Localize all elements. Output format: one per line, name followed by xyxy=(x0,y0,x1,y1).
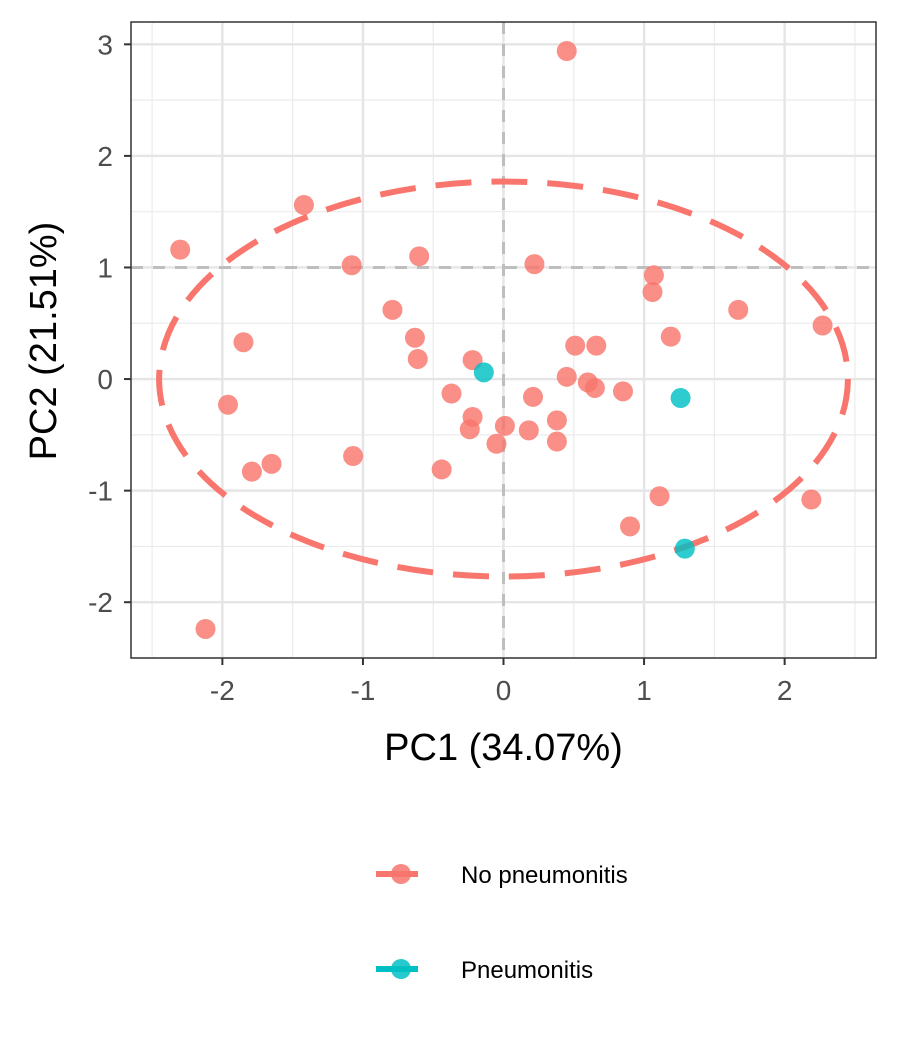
data-point-no-pneumonitis xyxy=(620,516,641,537)
y-tick-label: 0 xyxy=(97,364,113,395)
data-point-no-pneumonitis xyxy=(612,381,633,402)
y-axis-label: PC2 (21.51%) xyxy=(23,222,65,461)
data-point-no-pneumonitis xyxy=(343,446,364,467)
data-point-no-pneumonitis xyxy=(642,282,663,303)
data-point-no-pneumonitis xyxy=(431,459,452,480)
data-point-no-pneumonitis xyxy=(546,431,567,452)
data-point-no-pneumonitis xyxy=(812,315,833,336)
data-point-no-pneumonitis xyxy=(494,415,515,436)
y-tick-label: -2 xyxy=(88,587,113,618)
legend-label-pneumonitis: Pneumonitis xyxy=(461,957,593,984)
data-point-no-pneumonitis xyxy=(649,486,670,507)
data-point-no-pneumonitis xyxy=(341,255,362,276)
legend-key-dot-no-pneumonitis xyxy=(391,864,411,884)
x-tick-label: 2 xyxy=(777,675,793,706)
legend-item-pneumonitis: Pneumonitis xyxy=(376,957,593,984)
x-tick-label: 1 xyxy=(636,675,652,706)
data-point-no-pneumonitis xyxy=(660,326,681,347)
data-point-pneumonitis xyxy=(670,388,691,409)
reference-lines xyxy=(131,22,876,658)
data-point-no-pneumonitis xyxy=(728,299,749,320)
data-point-pneumonitis xyxy=(473,362,494,383)
y-tick-label: 3 xyxy=(97,29,113,60)
data-point-no-pneumonitis xyxy=(261,453,282,474)
legend-item-no-pneumonitis: No pneumonitis xyxy=(376,862,628,889)
data-point-no-pneumonitis xyxy=(233,332,254,353)
data-point-no-pneumonitis xyxy=(170,239,191,260)
confidence-ellipse-layer xyxy=(156,178,851,580)
data-point-no-pneumonitis xyxy=(195,618,216,639)
data-point-no-pneumonitis xyxy=(407,348,428,369)
y-axis: -2 -1 0 1 2 3 xyxy=(88,29,131,618)
data-point-no-pneumonitis xyxy=(382,299,403,320)
data-point-no-pneumonitis xyxy=(241,461,262,482)
x-tick-label: 0 xyxy=(496,675,512,706)
data-point-pneumonitis xyxy=(674,538,695,559)
data-point-no-pneumonitis xyxy=(801,489,822,510)
y-tick-label: 1 xyxy=(97,252,113,283)
data-point-no-pneumonitis xyxy=(586,335,607,356)
x-tick-label: -2 xyxy=(210,675,235,706)
data-point-no-pneumonitis xyxy=(217,394,238,415)
data-point-no-pneumonitis xyxy=(441,383,462,404)
data-point-no-pneumonitis xyxy=(523,386,544,407)
data-point-no-pneumonitis xyxy=(565,335,586,356)
x-axis: -2 -1 0 1 2 xyxy=(210,658,793,706)
legend: No pneumonitis Pneumonitis xyxy=(376,862,628,984)
data-point-no-pneumonitis xyxy=(584,377,605,398)
legend-label-no-pneumonitis: No pneumonitis xyxy=(461,862,628,889)
legend-key-dot-pneumonitis xyxy=(391,959,411,979)
x-tick-label: -1 xyxy=(350,675,375,706)
data-point-no-pneumonitis xyxy=(524,254,545,275)
confidence-ellipse-no-pneumonitis xyxy=(156,178,851,580)
data-point-no-pneumonitis xyxy=(486,433,507,454)
data-point-no-pneumonitis xyxy=(556,366,577,387)
data-point-no-pneumonitis xyxy=(546,410,567,431)
data-point-no-pneumonitis xyxy=(293,194,314,215)
y-tick-label: -1 xyxy=(88,476,113,507)
y-tick-label: 2 xyxy=(97,141,113,172)
points-layer xyxy=(170,41,833,639)
data-point-no-pneumonitis xyxy=(556,41,577,62)
data-point-no-pneumonitis xyxy=(404,327,425,348)
data-point-no-pneumonitis xyxy=(459,419,480,440)
data-point-no-pneumonitis xyxy=(409,246,430,267)
data-point-no-pneumonitis xyxy=(643,265,664,286)
data-point-no-pneumonitis xyxy=(518,420,539,441)
x-axis-label: PC1 (34.07%) xyxy=(384,727,623,769)
